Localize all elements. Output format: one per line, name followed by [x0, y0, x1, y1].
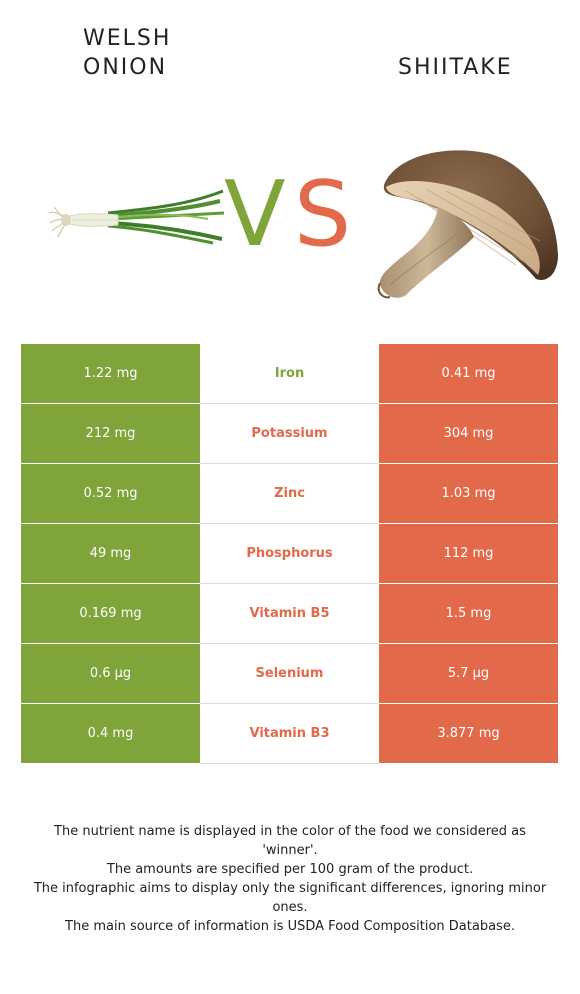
table-row: 0.169 mg Vitamin B5 1.5 mg [21, 584, 558, 644]
footnote: The nutrient name is displayed in the co… [30, 822, 550, 936]
table-row: 1.22 mg Iron 0.41 mg [21, 344, 558, 404]
footnote-line: The infographic aims to display only the… [33, 881, 547, 915]
table-row: 212 mg Potassium 304 mg [21, 404, 558, 464]
footnote-line: The amounts are specified per 100 gram o… [106, 862, 474, 877]
left-food-value: 212 mg [21, 404, 200, 463]
nutrient-comparison-table: 1.22 mg Iron 0.41 mg 212 mg Potassium 304 mg 0… [21, 344, 558, 764]
nutrient-name: Zinc [200, 464, 379, 524]
left-food-value: 0.52 mg [21, 464, 200, 523]
vs-letter-v: V [224, 162, 286, 267]
nutrient-name: Selenium [200, 644, 379, 704]
right-food-value: 0.41 mg [379, 344, 558, 403]
table-row: 0.6 µg Selenium 5.7 µg [21, 644, 558, 704]
nutrient-name: Vitamin B3 [200, 704, 379, 764]
welsh-onion-image [48, 189, 225, 245]
nutrient-name: Vitamin B5 [200, 584, 379, 644]
right-food-title-line: SHIITAKE [398, 55, 513, 80]
right-food-value: 3.877 mg [379, 704, 558, 763]
right-food-value: 304 mg [379, 404, 558, 463]
left-food-value: 1.22 mg [21, 344, 200, 403]
nutrient-name: Potassium [200, 404, 379, 464]
table-row: 0.52 mg Zinc 1.03 mg [21, 464, 558, 524]
nutrient-name: Phosphorus [200, 524, 379, 584]
table-row: 0.4 mg Vitamin B3 3.877 mg [21, 704, 558, 764]
left-food-value: 49 mg [21, 524, 200, 583]
left-food-value: 0.169 mg [21, 584, 200, 643]
nutrient-name: Iron [200, 344, 379, 404]
table-row: 49 mg Phosphorus 112 mg [21, 524, 558, 584]
left-food-value: 0.6 µg [21, 644, 200, 703]
right-food-value: 1.5 mg [379, 584, 558, 643]
shiitake-mushroom-image [377, 150, 558, 299]
right-food-value: 1.03 mg [379, 464, 558, 523]
vs-letter-s: S [294, 162, 352, 267]
footnote-line: The nutrient name is displayed in the co… [54, 824, 526, 858]
right-food-value: 112 mg [379, 524, 558, 583]
right-food-title: SHIITAKE [398, 53, 558, 82]
left-food-title: WELSH ONION [83, 24, 233, 82]
left-food-value: 0.4 mg [21, 704, 200, 763]
footnote-line: The main source of information is USDA F… [65, 919, 515, 934]
left-food-title-line: ONION [83, 55, 168, 80]
right-food-value: 5.7 µg [379, 644, 558, 703]
left-food-title-line: WELSH [83, 26, 172, 51]
